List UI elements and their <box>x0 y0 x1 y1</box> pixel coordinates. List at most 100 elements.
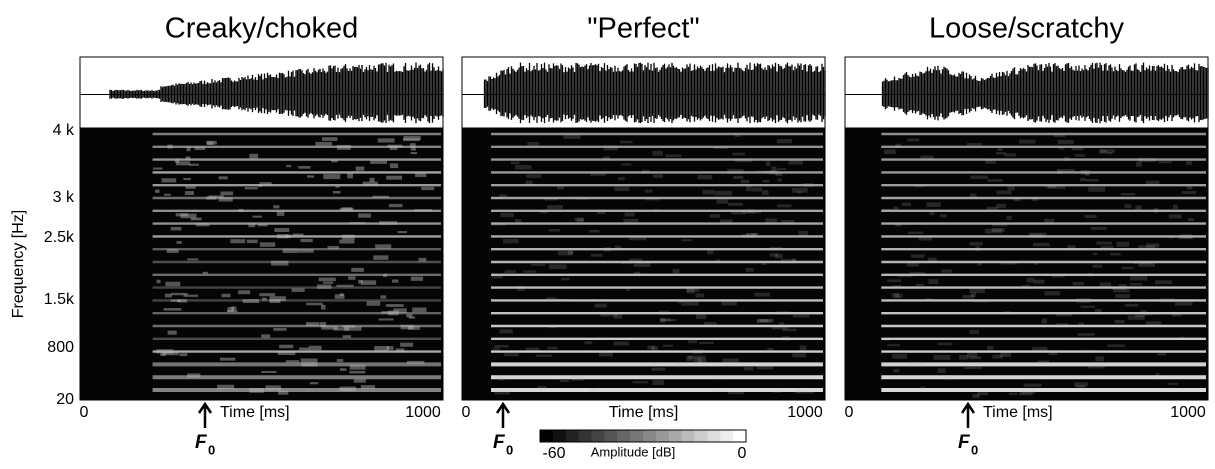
f0-arrow <box>197 401 213 428</box>
noise <box>992 223 1008 227</box>
noise <box>1186 185 1193 190</box>
noise <box>156 349 174 354</box>
noise <box>412 307 427 313</box>
noise <box>372 195 390 198</box>
y-tick-label: 1.5k <box>44 291 75 308</box>
noise <box>746 186 752 192</box>
noise <box>186 373 201 378</box>
noise <box>792 353 806 358</box>
noise <box>265 385 281 391</box>
noise <box>792 187 808 193</box>
noise <box>1099 149 1115 153</box>
noise <box>887 279 901 283</box>
noise <box>995 152 1006 155</box>
noise <box>1078 322 1084 327</box>
noise <box>556 298 572 302</box>
noise <box>348 276 356 280</box>
noise <box>373 255 389 260</box>
noise <box>1074 154 1085 157</box>
noise <box>973 300 991 303</box>
noise <box>647 345 655 350</box>
noise <box>574 217 584 222</box>
noise <box>1135 205 1142 210</box>
noise <box>238 290 251 295</box>
colorbar-step <box>694 430 708 442</box>
f0-arrow <box>495 401 511 428</box>
noise <box>217 384 235 389</box>
noise <box>716 199 728 204</box>
noise <box>1028 232 1047 237</box>
noise <box>410 152 418 155</box>
noise <box>249 153 259 159</box>
noise <box>549 264 567 270</box>
noise <box>782 336 791 341</box>
noise <box>397 231 407 234</box>
noise <box>884 149 896 155</box>
noise <box>504 270 516 274</box>
noise <box>273 205 280 209</box>
noise <box>1186 161 1193 166</box>
noise <box>695 293 705 298</box>
noise <box>1173 204 1178 210</box>
x-tick-label: 1000 <box>405 404 441 421</box>
noise <box>972 394 980 398</box>
noise <box>1110 252 1121 256</box>
noise <box>571 375 584 381</box>
noise <box>741 233 749 238</box>
noise <box>523 270 537 273</box>
noise <box>600 314 618 317</box>
noise <box>907 231 924 234</box>
noise <box>626 287 631 291</box>
noise <box>497 375 505 381</box>
noise <box>1063 157 1070 162</box>
noise <box>970 175 988 179</box>
noise <box>179 353 188 357</box>
noise <box>1073 382 1088 387</box>
noise <box>915 283 924 286</box>
noise <box>1057 170 1063 175</box>
noise <box>742 209 755 214</box>
noise <box>589 388 599 393</box>
noise <box>969 242 983 246</box>
noise <box>299 347 310 351</box>
noise <box>769 246 783 249</box>
colorbar-step <box>707 430 721 442</box>
noise <box>309 382 319 385</box>
noise <box>1026 277 1035 283</box>
noise <box>206 140 217 145</box>
noise <box>653 209 659 213</box>
spectrogram-frame <box>461 127 826 401</box>
colorbar-frame <box>539 429 747 443</box>
panel-title: Creaky/choked <box>165 13 358 45</box>
noise <box>1134 314 1145 317</box>
x-axis-label: Time [ms] <box>983 404 1053 421</box>
noise <box>681 239 693 242</box>
x-tick-label: 0 <box>80 404 89 421</box>
noise <box>603 145 618 151</box>
noise <box>285 360 300 363</box>
noise <box>1181 191 1197 194</box>
noise <box>195 223 210 227</box>
colorbar-step <box>643 430 657 442</box>
noise <box>715 259 721 262</box>
noise <box>1053 134 1066 138</box>
noise <box>331 159 338 163</box>
noise <box>418 257 427 262</box>
noise <box>941 269 953 273</box>
noise <box>279 344 294 349</box>
noise <box>410 147 416 151</box>
noise <box>1084 214 1097 218</box>
noise <box>969 329 980 335</box>
noise <box>975 246 980 251</box>
noise <box>1022 284 1030 289</box>
noise <box>186 146 191 152</box>
noise <box>964 366 982 369</box>
noise <box>336 359 344 362</box>
noise <box>1056 313 1072 317</box>
noise <box>937 342 953 346</box>
noise <box>409 143 416 148</box>
noise <box>362 181 378 186</box>
noise <box>1033 262 1039 265</box>
noise <box>911 254 925 258</box>
noise <box>1155 373 1160 379</box>
